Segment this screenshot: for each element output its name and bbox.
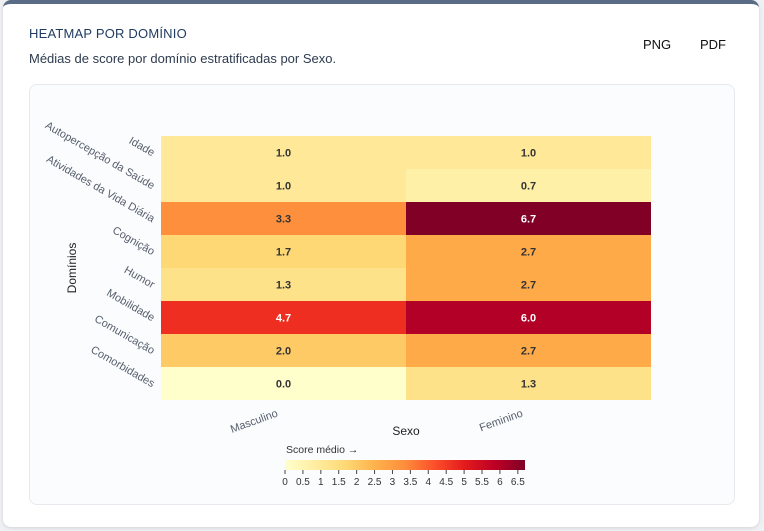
heatmap-cell (406, 301, 651, 334)
cell-value-label: 2.7 (521, 247, 536, 259)
heatmap-cell (161, 367, 406, 400)
cell-value-label: 2.7 (521, 280, 536, 292)
y-tick-label: Mobilidade (104, 287, 156, 324)
heatmap-card: HEATMAP POR DOMÍNIO Médias de score por … (3, 0, 759, 527)
colorbar-title: Score médio → (286, 444, 358, 456)
export-pdf-button[interactable]: PDF (696, 35, 730, 54)
heatmap-cell (161, 235, 406, 268)
colorbar-tick-label: 6.5 (511, 477, 525, 488)
colorbar-tick-label: 2.5 (368, 477, 382, 488)
cell-value-label: 0.7 (521, 181, 536, 193)
heatmap-cell (406, 268, 651, 301)
colorbar-tick-label: 0.5 (296, 477, 310, 488)
colorbar-gradient (285, 460, 525, 470)
cell-value-label: 2.0 (276, 346, 291, 358)
heatmap-cell (161, 334, 406, 367)
heatmap-cell (161, 301, 406, 334)
heatmap-cell (406, 235, 651, 268)
cell-value-label: 6.7 (521, 214, 536, 226)
colorbar-tick-label: 3.5 (403, 477, 417, 488)
cell-value-label: 1.3 (276, 280, 291, 292)
panel-title: HEATMAP POR DOMÍNIO (29, 26, 187, 41)
colorbar-tick-label: 1 (318, 477, 324, 488)
cell-value-label: 3.3 (276, 214, 291, 226)
plot-area: 1.0 1.0 1.0 0.7 3.3 6.7 1.7 2.7 1.3 2.7 4.7 6.0 2.0 2… (29, 84, 735, 505)
heatmap-cell (161, 268, 406, 301)
cell-value-label: 1.0 (521, 148, 536, 160)
heatmap-cell (406, 169, 651, 202)
heatmap-cell (406, 202, 651, 235)
colorbar-tick-label: 0 (282, 477, 288, 488)
y-axis-title: Domínios (65, 243, 79, 294)
heatmap-cell (406, 334, 651, 367)
heatmap-cell (161, 169, 406, 202)
colorbar-tick-label: 3 (390, 477, 396, 488)
colorbar-tick-label: 1.5 (332, 477, 346, 488)
export-png-button[interactable]: PNG (639, 35, 675, 54)
heatmap-cell (161, 136, 406, 169)
y-tick-label: Atividades da Vida Diária (44, 153, 157, 225)
colorbar-tick-label: 4.5 (439, 477, 453, 488)
cell-value-label: 1.3 (521, 379, 536, 391)
x-axis-title: Sexo (392, 424, 420, 438)
heatmap-cell (406, 136, 651, 169)
colorbar-tick-label: 5 (461, 477, 467, 488)
y-tick-label: Cognição (110, 224, 156, 258)
heatmap-chart: 1.0 1.0 1.0 0.7 3.3 6.7 1.7 2.7 1.3 2.7 4.7 6.0 2.0 2… (43, 120, 651, 488)
x-tick-label: Feminino (478, 408, 525, 435)
y-tick-label: Humor (122, 264, 157, 291)
cell-value-label: 4.7 (276, 313, 291, 325)
heatmap-cell (161, 202, 406, 235)
cell-value-label: 1.0 (276, 148, 291, 160)
cell-value-label: 0.0 (276, 379, 291, 391)
panel-subtitle: Médias de score por domínio estratificad… (29, 51, 337, 66)
cell-value-label: 6.0 (521, 313, 536, 325)
cell-value-label: 1.7 (276, 247, 291, 259)
colorbar-tick-label: 6 (497, 477, 503, 488)
cell-value-label: 2.7 (521, 346, 536, 358)
heatmap-cell (406, 367, 651, 400)
cell-value-label: 1.0 (276, 181, 291, 193)
colorbar-tick-label: 4 (426, 477, 432, 488)
colorbar-tick-label: 5.5 (475, 477, 489, 488)
colorbar-tick-label: 2 (354, 477, 360, 488)
x-tick-label: Masculino (229, 408, 280, 436)
y-tick-label: Idade (127, 135, 157, 159)
